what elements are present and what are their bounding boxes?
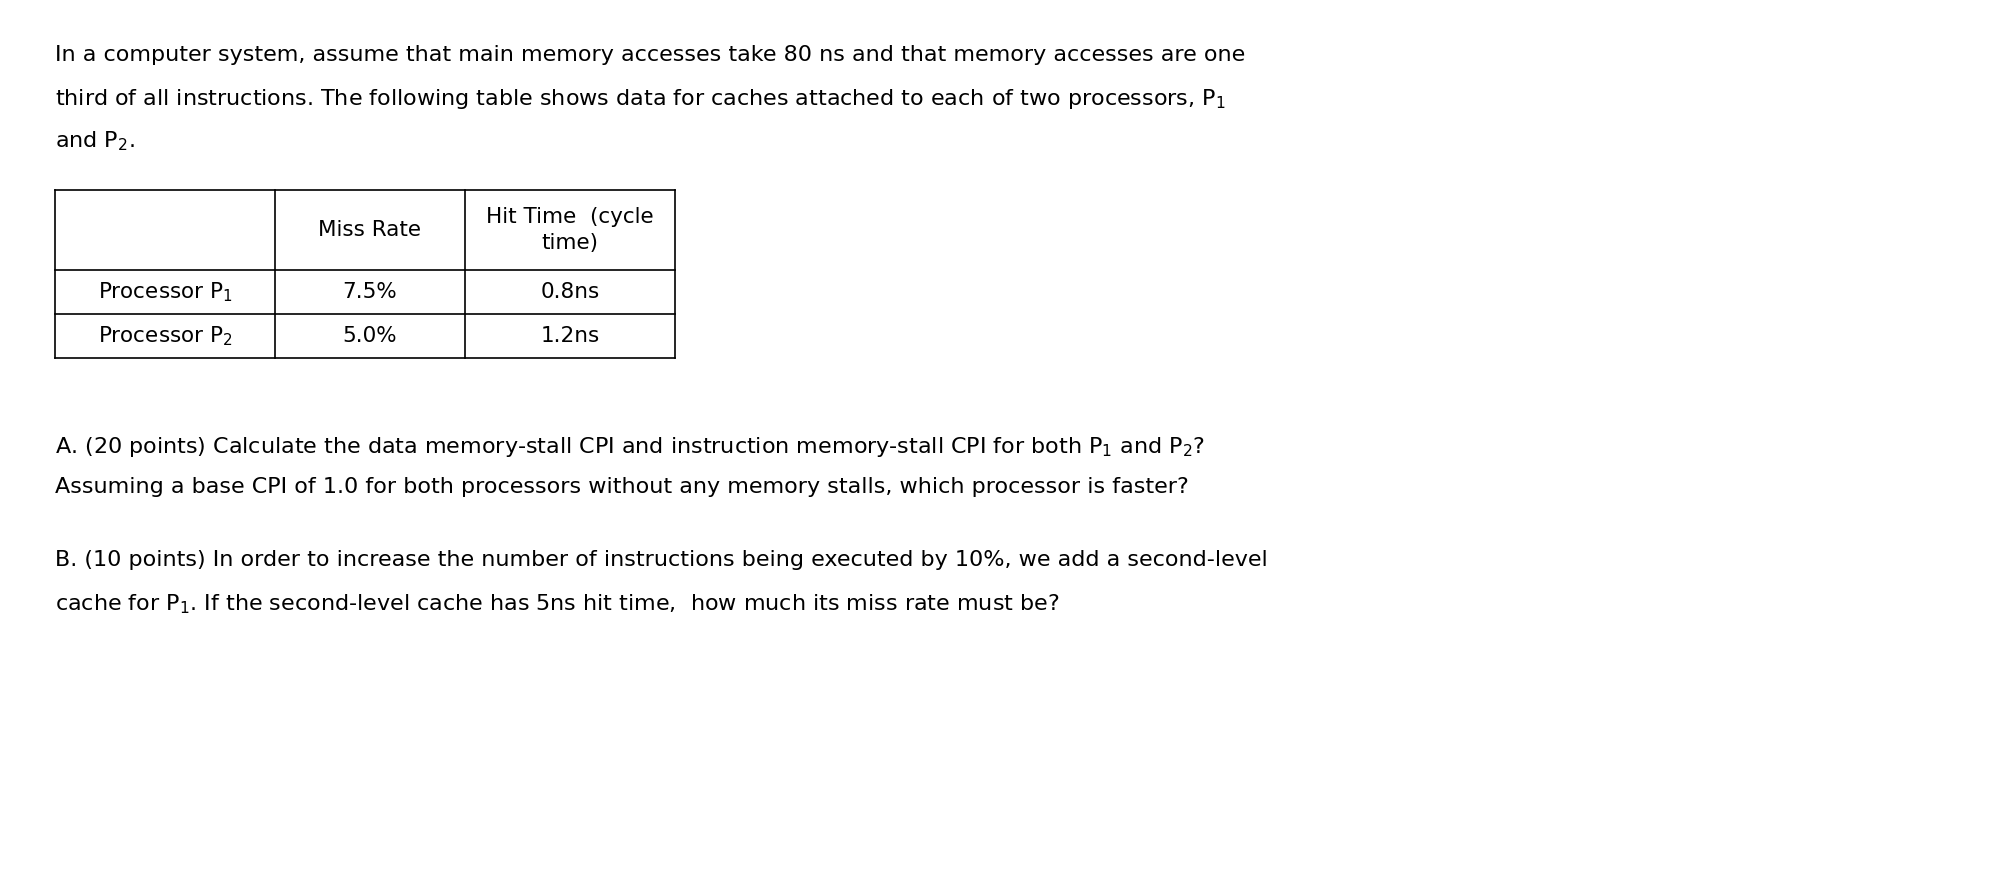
Text: 7.5%: 7.5% [343, 282, 397, 302]
Text: A. (20 points) Calculate the data memory-stall CPI and instruction memory-stall : A. (20 points) Calculate the data memory… [54, 435, 1205, 459]
Text: cache for P$_{1}$. If the second-level cache has 5ns hit time,  how much its mis: cache for P$_{1}$. If the second-level c… [54, 592, 1059, 616]
Text: 1.2ns: 1.2ns [539, 326, 599, 346]
Text: Assuming a base CPI of 1.0 for both processors without any memory stalls, which : Assuming a base CPI of 1.0 for both proc… [54, 477, 1189, 497]
Text: Processor P$_{2}$: Processor P$_{2}$ [98, 324, 233, 348]
Text: 5.0%: 5.0% [343, 326, 397, 346]
Text: 0.8ns: 0.8ns [539, 282, 599, 302]
Text: In a computer system, assume that main memory accesses take 80 ns and that memor: In a computer system, assume that main m… [54, 45, 1245, 65]
Text: third of all instructions. The following table shows data for caches attached to: third of all instructions. The following… [54, 87, 1225, 111]
Text: Miss Rate: Miss Rate [319, 220, 421, 240]
Text: B. (10 points) In order to increase the number of instructions being executed by: B. (10 points) In order to increase the … [54, 550, 1267, 570]
Text: Processor P$_{1}$: Processor P$_{1}$ [98, 280, 233, 303]
Text: and P$_{2}$.: and P$_{2}$. [54, 129, 134, 152]
Text: Hit Time  (cycle
time): Hit Time (cycle time) [485, 207, 654, 253]
